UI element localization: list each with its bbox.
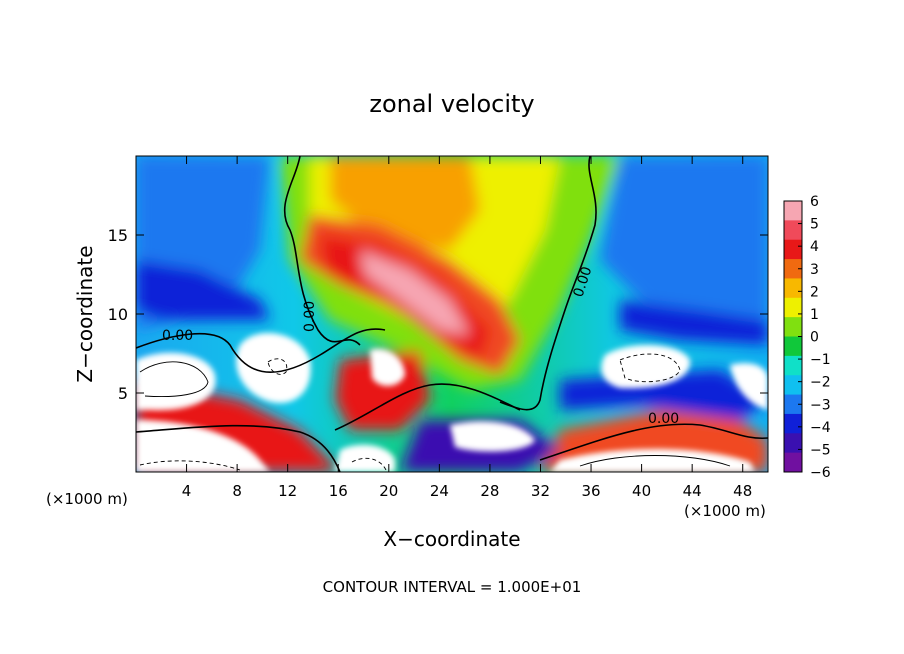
chart-title: zonal velocity — [369, 90, 534, 118]
zero-contour-plume-right — [499, 156, 597, 411]
zero-contour-right — [539, 423, 768, 461]
colorbar-swatch — [784, 220, 802, 241]
colorbar-swatch — [784, 336, 802, 357]
x-tick-label: 32 — [531, 482, 550, 500]
zero-contour-left — [136, 328, 386, 373]
colorbar-label: −1 — [810, 352, 831, 368]
x-tick-label: 40 — [632, 482, 651, 500]
colorbar-swatch — [784, 201, 802, 221]
colorbar-label: 0 — [810, 330, 819, 346]
x-tick-label: 4 — [182, 482, 192, 500]
contour-label: 0.00 — [162, 328, 193, 344]
colorbar-swatch — [784, 297, 802, 318]
colorbar-label: 6 — [810, 194, 819, 210]
x-axis: 4 8 12 16 20 24 28 32 36 40 44 48 — [182, 156, 752, 500]
colorbar-swatch — [784, 259, 802, 279]
colorbar-label: −4 — [810, 420, 831, 436]
heatmap-field — [136, 156, 768, 472]
y-tick-label: 10 — [108, 305, 128, 324]
colorbar-swatch — [784, 239, 802, 260]
y-axis-label: Z−coordinate — [73, 245, 97, 382]
y-axis: 5 10 15 — [108, 226, 768, 403]
colorbar-label: −6 — [810, 465, 831, 481]
colorbar-swatch — [784, 452, 802, 473]
x-tick-label: 16 — [329, 482, 348, 500]
x-tick-label: 8 — [232, 482, 242, 500]
zero-contour-lower — [136, 424, 341, 472]
colorbar-label: 5 — [810, 217, 819, 233]
contour-interval-note: CONTOUR INTERVAL = 1.000E+01 — [323, 578, 582, 596]
colorbar-swatch — [784, 394, 802, 415]
colorbar-swatch — [784, 413, 802, 434]
contour-label: 0.00 — [648, 411, 679, 427]
x-tick-label: 28 — [480, 482, 499, 500]
y-tick-label: 15 — [108, 226, 128, 245]
x-tick-label: 44 — [683, 482, 702, 500]
contour-label: 0.00 — [302, 301, 318, 332]
colorbar-swatch — [784, 433, 802, 454]
colorbar-label: 2 — [810, 284, 819, 300]
colorbar-swatch — [784, 278, 802, 299]
x-unit-left: (×1000 m) — [46, 490, 128, 508]
x-axis-label: X−coordinate — [383, 527, 520, 551]
x-tick-label: 36 — [581, 482, 600, 500]
colorbar-label: −2 — [810, 375, 831, 391]
zero-contour-plume-left — [283, 156, 361, 346]
colorbar-label: 1 — [810, 307, 819, 323]
colorbar-swatch — [784, 355, 802, 376]
colorbar-label: −3 — [810, 397, 831, 413]
colorbar: 6 5 4 3 2 1 0 −1 −2 −3 −4 −5 −6 — [783, 194, 831, 481]
colorbar-label: −5 — [810, 442, 831, 458]
colorbar-swatch — [784, 375, 802, 396]
x-unit-right: (×1000 m) — [684, 502, 766, 520]
x-tick-label: 48 — [733, 482, 752, 500]
colorbar-label: 3 — [810, 262, 819, 278]
colorbar-label: 4 — [810, 239, 819, 255]
x-tick-label: 12 — [278, 482, 297, 500]
x-tick-label: 20 — [379, 482, 398, 500]
y-tick-label: 5 — [118, 384, 128, 403]
zero-contour-center — [334, 383, 521, 431]
colorbar-swatch — [784, 317, 802, 337]
x-tick-label: 24 — [430, 482, 449, 500]
